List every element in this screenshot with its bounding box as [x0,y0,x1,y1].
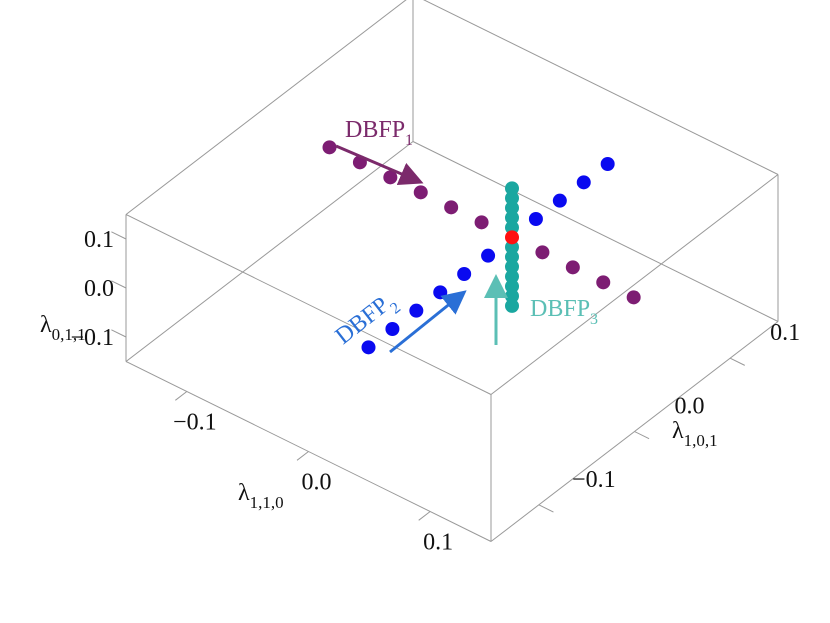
y-tick [729,357,745,366]
box: −0.1 0.0 0.1 −0.1 0.0 0.1 −0.1 0.0 0.1 [70,0,800,556]
box-edge [423,0,779,175]
box-edge [490,174,779,395]
z-tick-label: −0.1 [70,325,114,351]
point [505,249,519,264]
point [413,185,428,200]
point [505,210,519,225]
point [361,340,376,355]
point [322,140,337,155]
point [535,245,550,260]
point [433,285,448,300]
y-tick-label: −0.1 [572,467,616,493]
x-tick [296,451,309,461]
point [505,191,519,206]
point [505,289,519,304]
annotation: DBFP1 [345,117,413,149]
z-tick [111,329,127,338]
x-tick-label: 0.0 [302,470,332,496]
z-tick-label: 0.0 [84,276,114,302]
x-tick-label: 0.1 [423,530,453,556]
point [505,181,519,196]
point [481,248,496,263]
y-tick [538,504,554,513]
x-axis-label: λ1,1,0 [238,480,284,512]
box-edge [125,0,407,215]
point [505,269,519,284]
y-tick-label: 0.0 [675,394,705,420]
point [552,193,567,208]
point [565,260,580,275]
y-tick-label: 0.1 [770,320,800,346]
y-axis-label: λ1,0,1 [672,418,718,450]
box-edge [125,141,414,362]
x-tick-label: −0.1 [173,410,217,436]
point [600,157,615,171]
point [505,279,519,294]
point [409,303,424,318]
annotation: DBFP3 [530,296,598,328]
z-tick [111,231,127,240]
arrow [335,144,424,185]
point [474,215,489,230]
arrow [389,290,467,354]
x-tick [418,511,431,521]
z-tick [111,280,127,289]
point [576,175,591,190]
point [444,200,459,215]
box-edge [412,141,779,322]
point [385,322,400,336]
point [383,170,398,185]
z-axis-label: λ0,1,1 [40,312,86,344]
point [505,240,519,255]
point [457,267,472,281]
z-tick-label: 0.1 [84,227,114,253]
point [505,220,519,235]
box-edge [125,214,492,395]
point [505,230,519,245]
y-tick [634,431,650,440]
point [505,200,519,215]
point [528,212,543,226]
point [596,275,611,290]
point [505,298,519,313]
point [626,290,641,305]
x-tick [175,391,188,401]
point [505,259,519,274]
points [322,140,641,355]
